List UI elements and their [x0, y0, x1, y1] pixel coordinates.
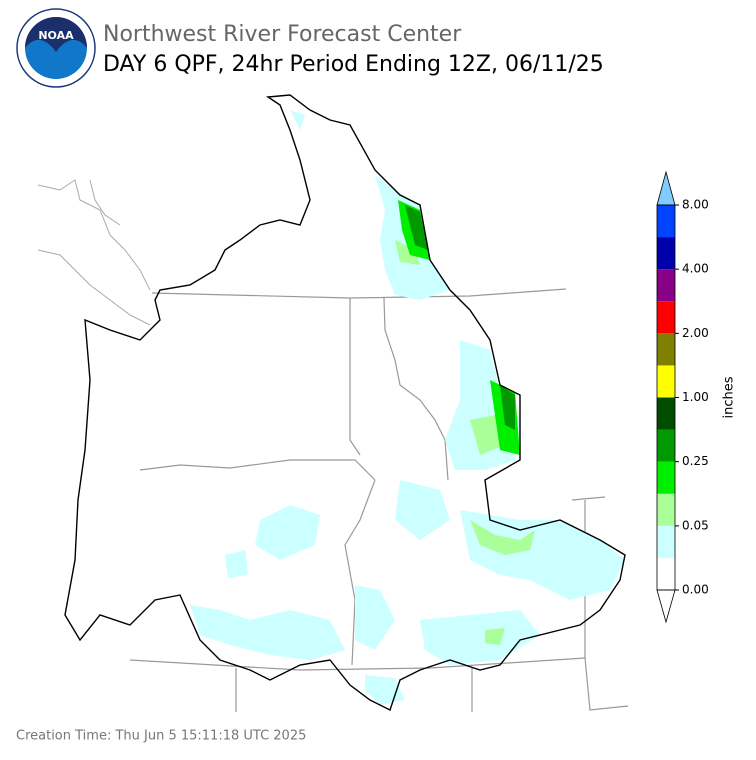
- colorbar-segment: [657, 461, 675, 494]
- colorbar-segment: [657, 397, 675, 430]
- colorbar-tick-label: 4.00: [682, 262, 709, 276]
- colorbar-tick-label: 0.25: [682, 454, 709, 468]
- colorbar-segment: [657, 301, 675, 334]
- map-subtitle: DAY 6 QPF, 24hr Period Ending 12Z, 06/11…: [103, 52, 604, 77]
- basin-outline: [64, 94, 626, 711]
- colorbar-segment: [657, 269, 675, 302]
- colorbar-segment: [657, 333, 675, 366]
- creation-time: Creation Time: Thu Jun 5 15:11:18 UTC 20…: [16, 729, 306, 744]
- colorbar-segment: [657, 237, 675, 270]
- colorbar-segment: [657, 525, 675, 558]
- colorbar-segment: [657, 205, 675, 238]
- colorbar-segment: [657, 557, 675, 590]
- colorbar: 0.00 0.05 0.25 1.00 2.00 4.00 8.00 inches: [656, 170, 737, 624]
- colorbar-segment: [657, 429, 675, 462]
- colorbar-under: [656, 589, 676, 624]
- colorbar-tick-label: 0.05: [682, 518, 709, 532]
- noaa-logo: NOAA: [16, 8, 96, 88]
- coastline: [37, 179, 151, 326]
- map-title: Northwest River Forecast Center: [103, 22, 462, 47]
- colorbar-segment: [657, 365, 675, 398]
- colorbar-tick-label: 0.00: [682, 583, 709, 597]
- colorbar-tick-label: 1.00: [682, 390, 709, 404]
- state-borders: [129, 288, 629, 712]
- colorbar-tick-label: 2.00: [682, 326, 709, 340]
- colorbar-segment: [657, 493, 675, 526]
- colorbar-over: [656, 170, 676, 206]
- colorbar-label: inches: [722, 376, 737, 418]
- colorbar-tick-label: 8.00: [682, 198, 709, 212]
- logo-text: NOAA: [38, 29, 74, 42]
